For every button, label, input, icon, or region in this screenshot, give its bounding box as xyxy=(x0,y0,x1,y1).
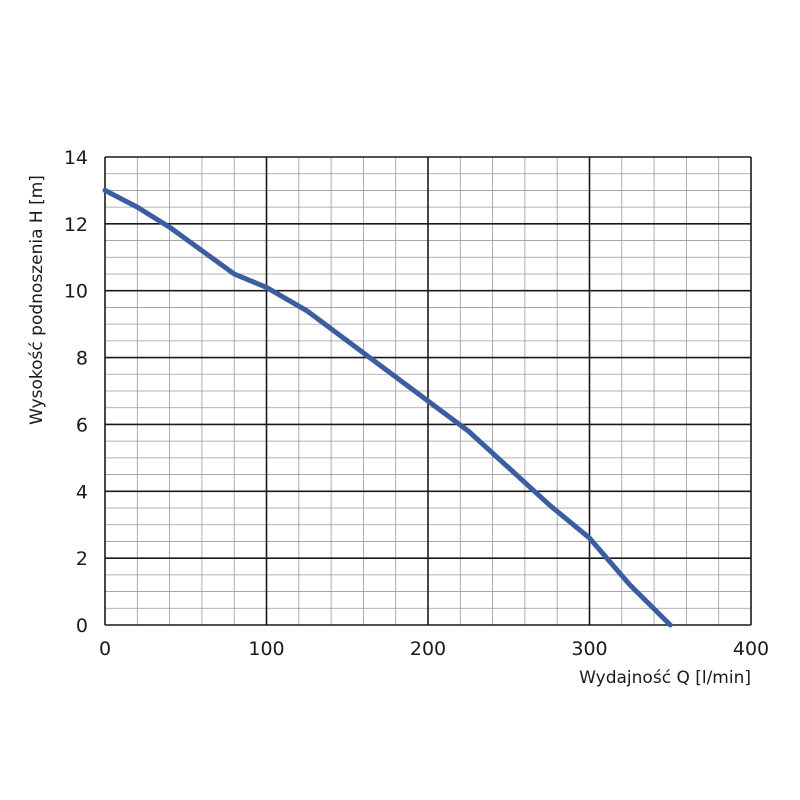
x-tick-label: 100 xyxy=(248,638,284,660)
y-tick-label: 2 xyxy=(76,548,88,570)
y-tick-label: 6 xyxy=(76,414,88,436)
x-tick-label: 300 xyxy=(571,638,607,660)
performance-curve xyxy=(102,187,673,628)
y-tick-label: 10 xyxy=(64,281,88,303)
x-tick-label: 200 xyxy=(410,638,446,660)
y-tick-label: 4 xyxy=(76,481,88,503)
y-tick-label: 0 xyxy=(76,615,88,637)
y-tick-label: 8 xyxy=(76,348,88,370)
y-tick-label: 14 xyxy=(64,147,88,169)
y-tick-label: 12 xyxy=(64,214,88,236)
y-axis-label: Wysokość podnoszenia H [m] xyxy=(27,175,47,425)
major-grid xyxy=(104,156,752,626)
x-axis-label: Wydajność Q [l/min] xyxy=(579,668,751,688)
series-layer xyxy=(102,187,673,628)
x-tick-label: 0 xyxy=(99,638,111,660)
x-tick-label: 400 xyxy=(733,638,769,660)
tick-labels: 0 100 200 300 400 0 2 4 6 8 10 12 14 xyxy=(64,147,769,660)
